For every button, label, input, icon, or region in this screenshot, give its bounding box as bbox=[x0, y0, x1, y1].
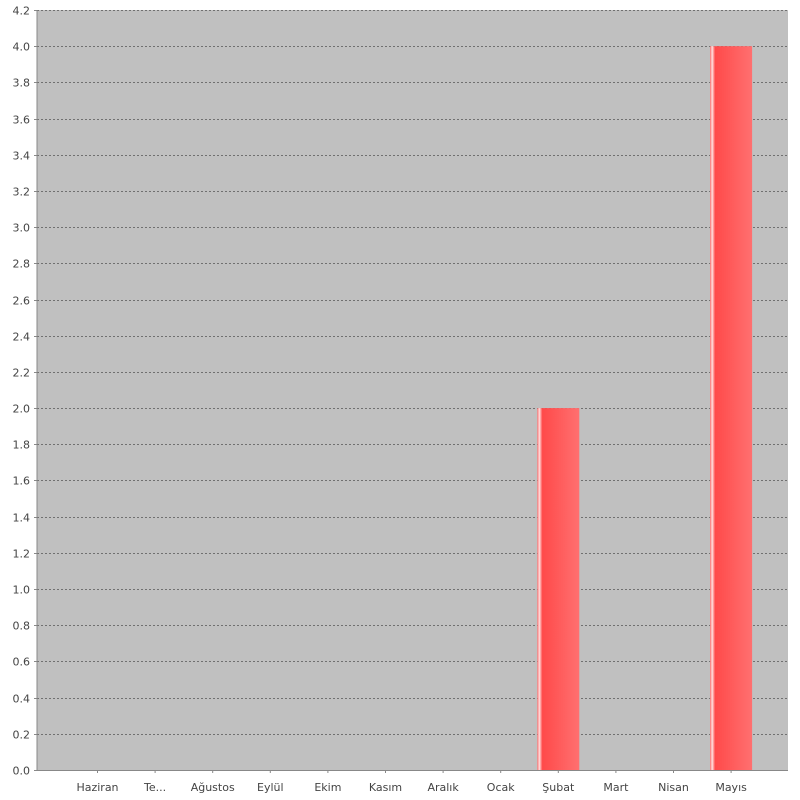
y-tick-label: 1.6 bbox=[13, 475, 31, 488]
x-tick-label: Mayıs bbox=[715, 781, 747, 794]
y-tick-label: 0.4 bbox=[13, 693, 31, 706]
bar bbox=[710, 46, 753, 770]
bar bbox=[537, 408, 580, 770]
y-tick-label: 0.2 bbox=[13, 729, 31, 742]
y-tick-label: 1.2 bbox=[13, 548, 31, 561]
y-tick-label: 1.4 bbox=[13, 512, 31, 525]
x-tick-label: Kasım bbox=[369, 781, 402, 794]
x-tick-label: Haziran bbox=[76, 781, 118, 794]
gridlines bbox=[37, 10, 788, 735]
y-tick-label: 1.0 bbox=[13, 584, 31, 597]
y-tick-label: 2.8 bbox=[13, 258, 31, 271]
x-tick-label: Şubat bbox=[542, 781, 575, 794]
y-axis-ticks: 0.0 0.2 0.4 0.6 0.8 1.0 1.2 1.4 1.6 1.8 2.0 2.2 2.4 2… bbox=[13, 5, 37, 778]
y-tick-label: 3.2 bbox=[13, 186, 31, 199]
plot-area bbox=[37, 10, 788, 770]
x-tick-label: Aralık bbox=[427, 781, 459, 794]
y-tick-label: 3.4 bbox=[13, 150, 31, 163]
y-tick-label: 2.4 bbox=[13, 331, 31, 344]
y-tick-label: 2.2 bbox=[13, 367, 31, 380]
y-tick-label: 0.0 bbox=[13, 765, 31, 778]
y-tick-label: 2.0 bbox=[13, 403, 31, 416]
x-tick-label: Eylül bbox=[257, 781, 284, 794]
y-tick-label: 0.6 bbox=[13, 656, 31, 669]
x-tick-label: Ağustos bbox=[191, 781, 235, 794]
x-axis-ticks: Haziran Te... Ağustos Eylül Ekim Kasım Aralık O… bbox=[76, 770, 747, 794]
y-tick-label: 3.8 bbox=[13, 77, 31, 90]
y-tick-label: 3.6 bbox=[13, 114, 31, 127]
x-tick-label: Ocak bbox=[487, 781, 515, 794]
bars bbox=[537, 46, 753, 770]
y-tick-label: 3.0 bbox=[13, 222, 31, 235]
x-tick-label: Ekim bbox=[314, 781, 341, 794]
y-tick-label: 4.2 bbox=[13, 5, 31, 18]
x-tick-label: Mart bbox=[603, 781, 629, 794]
y-tick-label: 4.0 bbox=[13, 41, 31, 54]
y-tick-label: 2.6 bbox=[13, 295, 31, 308]
y-tick-label: 0.8 bbox=[13, 620, 31, 633]
x-tick-label: Te... bbox=[143, 781, 166, 794]
y-tick-label: 1.8 bbox=[13, 439, 31, 452]
x-tick-label: Nisan bbox=[658, 781, 689, 794]
